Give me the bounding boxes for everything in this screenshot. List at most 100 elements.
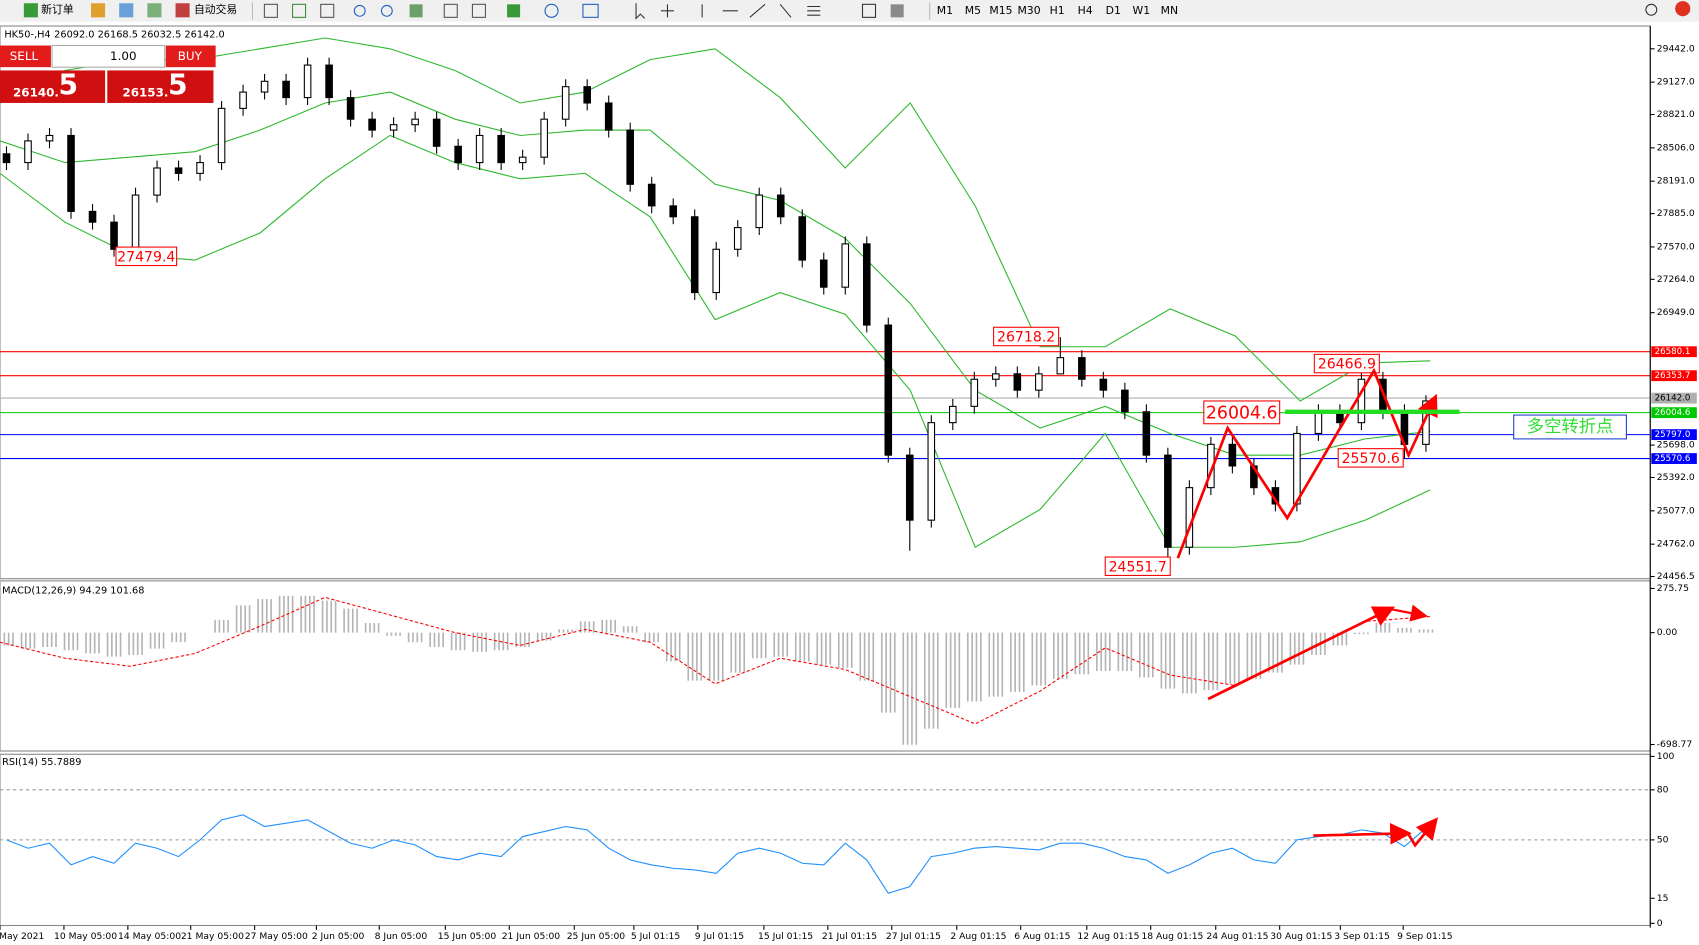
timeframe-button[interactable]: M30 — [1017, 4, 1040, 17]
x-tick-label: 15 Jul 01:15 — [758, 931, 813, 942]
candle-body — [540, 118, 548, 158]
x-tick-label: 6 Aug 01:15 — [1014, 931, 1070, 942]
candle-body — [561, 86, 570, 120]
tool-icon[interactable] — [119, 3, 134, 18]
tool-icon[interactable] — [91, 3, 106, 18]
tool-icon[interactable] — [147, 3, 162, 18]
y-tick-label: 27264.0 — [1657, 274, 1695, 285]
bid-price[interactable]: 26140. — [13, 86, 59, 100]
candle-body — [992, 373, 1000, 380]
new-order-button[interactable]: 新订单 — [41, 2, 74, 16]
candle-body — [1293, 432, 1301, 505]
auto-trading-icon[interactable] — [175, 3, 190, 18]
x-tick-label: 10 May 05:00 — [54, 931, 117, 942]
text-label-tool[interactable] — [861, 3, 877, 18]
timeframes: M1 M5 M15 M30 H1 H4 D1 W1 MN — [937, 4, 1178, 17]
x-tick-label: 2 Aug 01:15 — [950, 931, 1006, 942]
candle-body — [411, 118, 419, 126]
tool-icon[interactable] — [544, 3, 559, 18]
notification[interactable] — [1675, 1, 1691, 17]
search[interactable] — [1645, 3, 1658, 16]
tool-icon[interactable] — [507, 4, 521, 18]
lots-input[interactable] — [51, 44, 166, 68]
x-tick-label: 21 Jul 01:15 — [822, 931, 877, 942]
bollinger-middle — [0, 91, 1431, 456]
buy-button[interactable] — [165, 45, 216, 68]
tool-icon[interactable] — [582, 3, 599, 18]
candle-body — [260, 80, 269, 93]
candle-body — [303, 64, 312, 99]
candle-body — [841, 243, 850, 288]
price-annotation: 27479.4 — [117, 249, 175, 265]
trade-panel: SELL 1.00 BUY 26140. 5 26153. 5 — [0, 44, 216, 103]
new-order-icon[interactable] — [23, 3, 38, 18]
timeframe-button[interactable]: D1 — [1106, 4, 1121, 17]
sell-label[interactable]: SELL — [10, 49, 39, 63]
ask-price[interactable]: 26153. — [122, 86, 168, 100]
ask-pips[interactable]: 5 — [168, 69, 188, 102]
sell-button[interactable] — [0, 45, 51, 68]
tool-icon[interactable] — [263, 3, 278, 18]
y-tick-label: 24762.0 — [1657, 539, 1695, 550]
timeframe-button[interactable]: M15 — [989, 4, 1012, 17]
candle-body — [862, 243, 871, 326]
timeframe-button[interactable]: H1 — [1050, 4, 1065, 17]
bid-box[interactable] — [0, 70, 106, 103]
candle-body — [733, 227, 742, 250]
price-level-tag — [1651, 370, 1697, 382]
candle-body — [88, 210, 97, 223]
y-tick-label: 29442.0 — [1657, 43, 1695, 54]
macd-signal — [0, 596, 1431, 725]
tool-icon[interactable] — [471, 3, 486, 18]
candle-body — [454, 145, 462, 164]
candle-body — [325, 64, 333, 99]
candle-body — [67, 134, 75, 212]
tool-icon[interactable] — [409, 4, 423, 18]
candle-body — [690, 216, 699, 294]
price-annotation: 26004.6 — [1206, 403, 1278, 423]
candle-body — [669, 205, 678, 218]
tool-icon[interactable] — [292, 3, 307, 18]
candle-body — [497, 134, 505, 164]
zoom-out[interactable] — [380, 4, 393, 17]
x-tick-label: 27 May 05:00 — [245, 931, 308, 942]
trend-arrow — [1176, 367, 1438, 559]
candle-body — [626, 129, 634, 185]
y-tick-label: -698.77 — [1657, 739, 1693, 750]
timeframe-button[interactable]: W1 — [1132, 4, 1150, 17]
buy-label[interactable]: BUY — [178, 49, 203, 63]
cursor-tool[interactable] — [635, 3, 646, 20]
tool-icon[interactable] — [320, 3, 335, 18]
main-chart: HK50-,H4 26092.0 26168.5 26032.5 26142.0 2… — [0, 30, 1697, 582]
rsi-line — [6, 814, 1427, 894]
candle-body — [432, 118, 441, 147]
candle-body — [647, 183, 656, 207]
timeframe-button[interactable]: H4 — [1078, 4, 1093, 17]
price-annotation-box — [1104, 556, 1171, 576]
ask-box[interactable] — [107, 70, 214, 103]
rsi-chart: RSI(14) 55.7889 100 80 50 15 0 May 2021 10 May … — [0, 751, 1674, 942]
auto-trading-button[interactable]: 自动交易 — [194, 2, 237, 16]
timeframe-button[interactable]: M1 — [937, 4, 953, 17]
candle-body — [131, 194, 140, 250]
candle-body — [239, 91, 247, 109]
timeframe-button[interactable]: M5 — [965, 4, 981, 17]
candle-body — [712, 248, 721, 294]
candle-body — [24, 140, 32, 164]
tool-icon[interactable] — [443, 3, 458, 18]
rsi-arrow — [1407, 817, 1439, 848]
timeframe-button[interactable]: MN — [1161, 4, 1178, 17]
crosshair-tool[interactable] — [660, 4, 674, 18]
tool-icon[interactable] — [890, 4, 904, 18]
candle-body — [1314, 411, 1323, 434]
lots-value[interactable]: 1.00 — [110, 49, 137, 63]
indicator-title: RSI(14) 55.7889 — [2, 757, 81, 768]
candle-body — [970, 378, 979, 407]
zoom-in[interactable] — [353, 4, 366, 17]
bid-pips[interactable]: 5 — [59, 69, 79, 102]
y-tick-label: 100 — [1657, 751, 1675, 762]
draw-tools[interactable] — [701, 3, 821, 18]
candle-body — [949, 405, 957, 424]
candle-body — [368, 118, 376, 131]
